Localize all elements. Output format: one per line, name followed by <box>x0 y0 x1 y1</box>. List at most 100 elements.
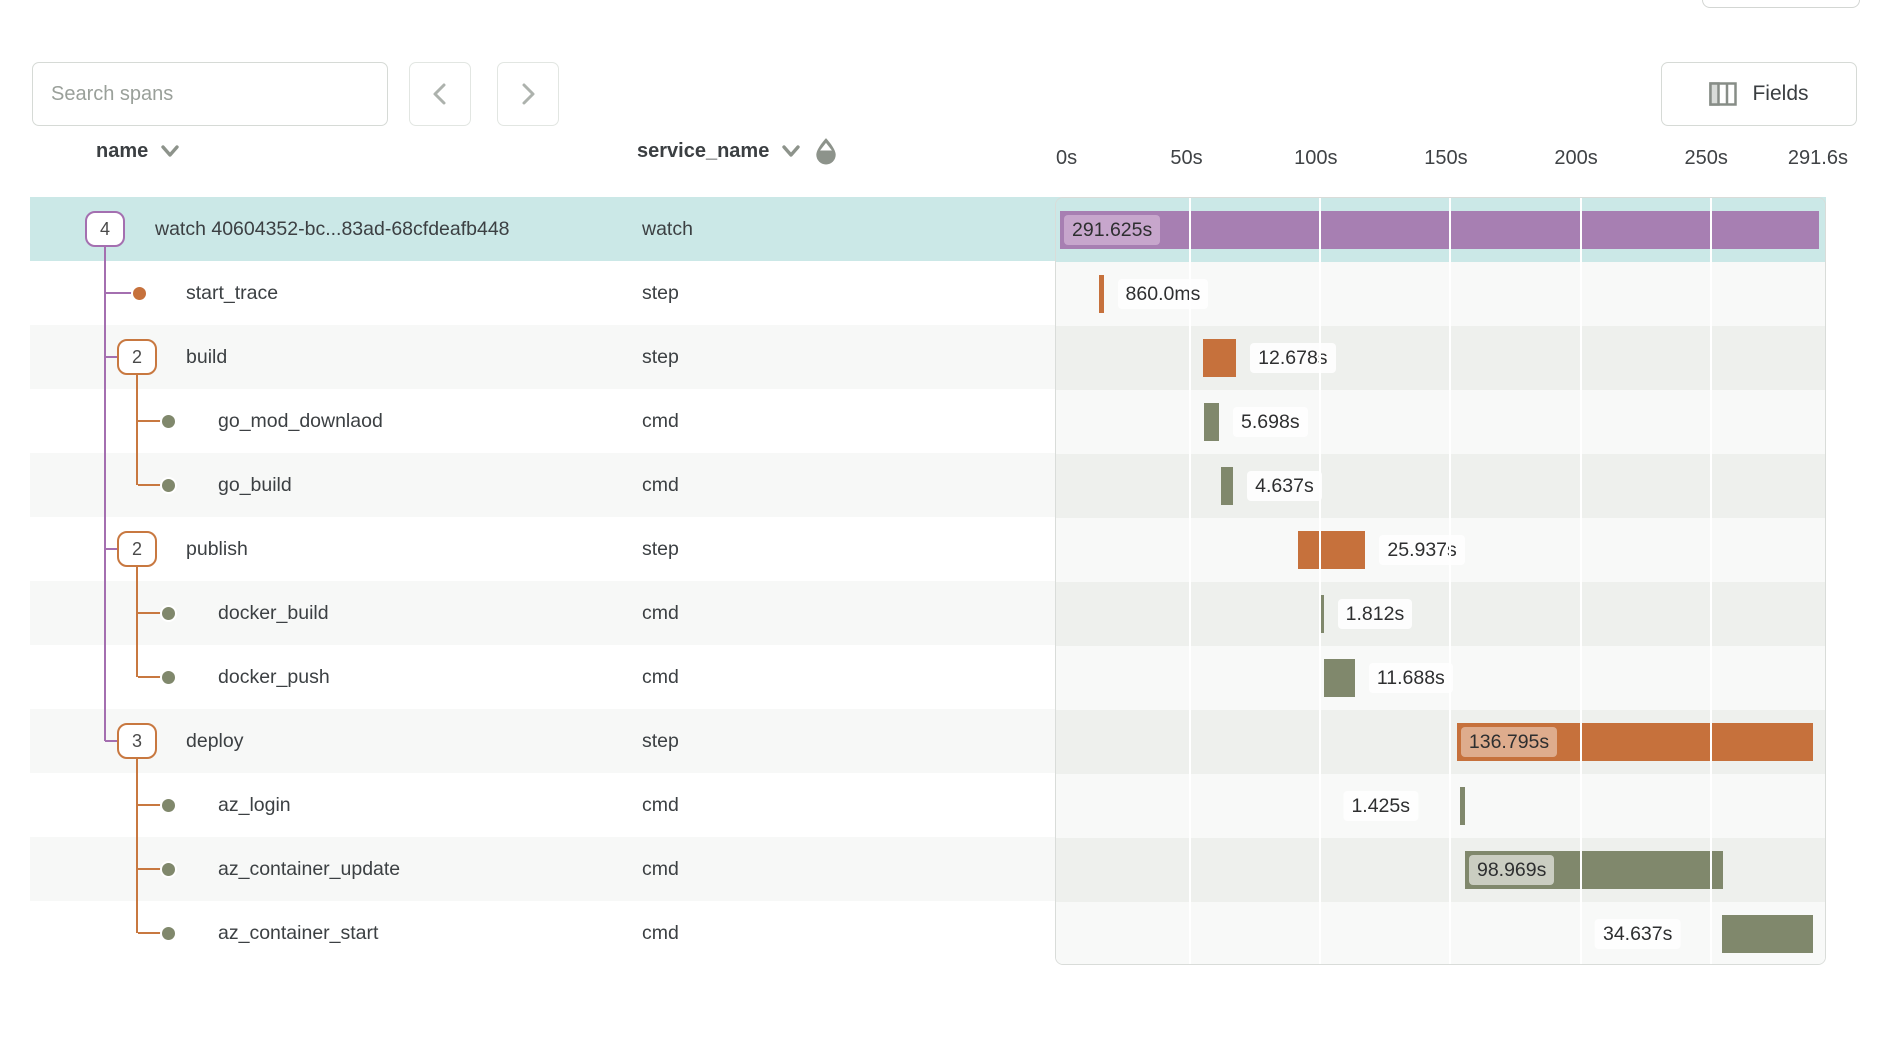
chart-row-strip <box>1056 582 1825 646</box>
span-duration-bar[interactable] <box>1324 659 1355 697</box>
span-duration-label: 291.625s <box>1064 215 1161 245</box>
span-name-label: docker_build <box>218 602 329 624</box>
span-duration-label: 1.812s <box>1337 599 1413 629</box>
span-service-label: step <box>642 730 679 752</box>
span-dot-icon <box>159 860 177 878</box>
chart-row-strip <box>1056 454 1825 518</box>
chevron-right-icon <box>517 81 539 107</box>
span-name-label: publish <box>186 538 248 560</box>
span-duration-bar[interactable] <box>1456 723 1813 761</box>
column-header-name[interactable]: name <box>96 130 180 172</box>
chart-row-strip <box>1056 390 1825 454</box>
span-service-label: cmd <box>642 666 679 688</box>
partial-clipped-control <box>1702 0 1860 8</box>
timeline-tick-label: 100s <box>1294 147 1338 169</box>
timeline-gridline <box>1709 198 1712 964</box>
previous-match-button[interactable] <box>409 62 471 126</box>
span-service-label: step <box>642 282 679 304</box>
tree-connector-stub <box>105 740 118 742</box>
span-duration-bar[interactable] <box>1221 467 1234 505</box>
tree-connector-stub <box>138 676 161 678</box>
span-duration-label: 1.425s <box>1343 791 1419 821</box>
span-duration-bar[interactable] <box>1099 275 1104 313</box>
span-duration-label: 98.969s <box>1468 855 1555 885</box>
chevron-left-icon <box>429 81 451 107</box>
waterfall-chart-panel: 291.625s 860.0ms 12.678s 5.698s 4.637s 25.937… <box>1055 197 1826 965</box>
fields-button[interactable]: Fields <box>1661 62 1857 126</box>
span-duration-bar[interactable] <box>1722 915 1813 953</box>
timeline-tick-label: 50s <box>1170 147 1203 169</box>
span-duration-label: 11.688s <box>1368 663 1453 693</box>
tree-connector-stub <box>138 484 161 486</box>
tree-connector-stub <box>105 292 132 294</box>
span-service-label: cmd <box>642 602 679 624</box>
tree-connector-line <box>136 375 138 485</box>
span-duration-label: 34.637s <box>1594 919 1681 949</box>
span-duration-bar[interactable] <box>1203 339 1237 377</box>
span-duration-bar[interactable] <box>1460 787 1465 825</box>
span-children-count-badge[interactable]: 3 <box>117 723 157 759</box>
tree-connector-line <box>136 567 138 677</box>
span-name-label: deploy <box>186 730 244 752</box>
span-name-label: az_container_update <box>218 858 401 880</box>
search-spans-input[interactable] <box>32 62 388 126</box>
span-children-count-badge[interactable]: 2 <box>117 531 157 567</box>
span-duration-label: 860.0ms <box>1117 279 1209 309</box>
span-name-label: go_mod_downlaod <box>218 410 383 432</box>
fields-button-label: Fields <box>1752 82 1809 105</box>
span-children-count-badge[interactable]: 4 <box>85 211 125 247</box>
timeline-tick-label: 0s <box>1056 147 1078 169</box>
chart-row-strip <box>1056 774 1825 838</box>
span-duration-label: 5.698s <box>1233 407 1308 437</box>
timeline-tick-label: 291.6s <box>1787 147 1848 169</box>
timeline-gridline <box>1189 198 1192 964</box>
span-dot-icon <box>159 476 177 494</box>
span-duration-label: 136.795s <box>1460 727 1558 757</box>
chart-row-strip <box>1056 902 1825 964</box>
span-dot-icon <box>130 284 148 302</box>
tree-connector-line <box>104 247 106 741</box>
timeline-tick-label: 250s <box>1684 147 1728 169</box>
span-service-label: cmd <box>642 858 679 880</box>
span-duration-bar[interactable] <box>1318 595 1324 633</box>
span-dot-icon <box>159 924 177 942</box>
span-name-label: docker_push <box>218 666 330 688</box>
span-service-label: cmd <box>642 794 679 816</box>
span-dot-icon <box>159 796 177 814</box>
span-name-label: build <box>186 346 228 368</box>
timeline-tick-label: 200s <box>1554 147 1598 169</box>
span-duration-bar[interactable] <box>1297 531 1366 569</box>
columns-icon <box>1709 82 1738 106</box>
span-dot-icon <box>159 412 177 430</box>
tree-connector-stub <box>105 548 118 550</box>
span-service-label: cmd <box>642 474 679 496</box>
span-name-label: az_login <box>218 794 291 816</box>
span-name-label: start_trace <box>186 282 279 304</box>
color-drop-icon[interactable] <box>813 137 839 165</box>
span-duration-label: 12.678s <box>1250 343 1336 373</box>
column-header-name-label: name <box>96 139 149 162</box>
span-duration-bar[interactable] <box>1204 403 1219 441</box>
column-header-service-name[interactable]: service_name <box>637 130 839 172</box>
chevron-down-icon <box>160 144 180 158</box>
timeline-gridline <box>1449 198 1452 964</box>
span-service-label: cmd <box>642 922 679 944</box>
span-service-label: watch <box>642 218 693 240</box>
tree-connector-stub <box>138 868 161 870</box>
timeline-gridline <box>1319 198 1322 964</box>
span-name-label: watch 40604352-bc...83ad-68cfdeafb448 <box>155 218 510 240</box>
span-duration-label: 25.937s <box>1379 535 1465 565</box>
tree-connector-stub <box>138 804 161 806</box>
next-match-button[interactable] <box>497 62 559 126</box>
span-duration-bar[interactable] <box>1060 211 1819 249</box>
span-dot-icon <box>159 604 177 622</box>
tree-connector-stub <box>138 612 161 614</box>
span-service-label: step <box>642 538 679 560</box>
span-children-count-badge[interactable]: 2 <box>117 339 157 375</box>
tree-connector-line <box>136 759 138 933</box>
chevron-down-icon <box>781 144 801 158</box>
timeline-tick-label: 150s <box>1424 147 1468 169</box>
tree-connector-stub <box>105 356 118 358</box>
span-service-label: cmd <box>642 410 679 432</box>
